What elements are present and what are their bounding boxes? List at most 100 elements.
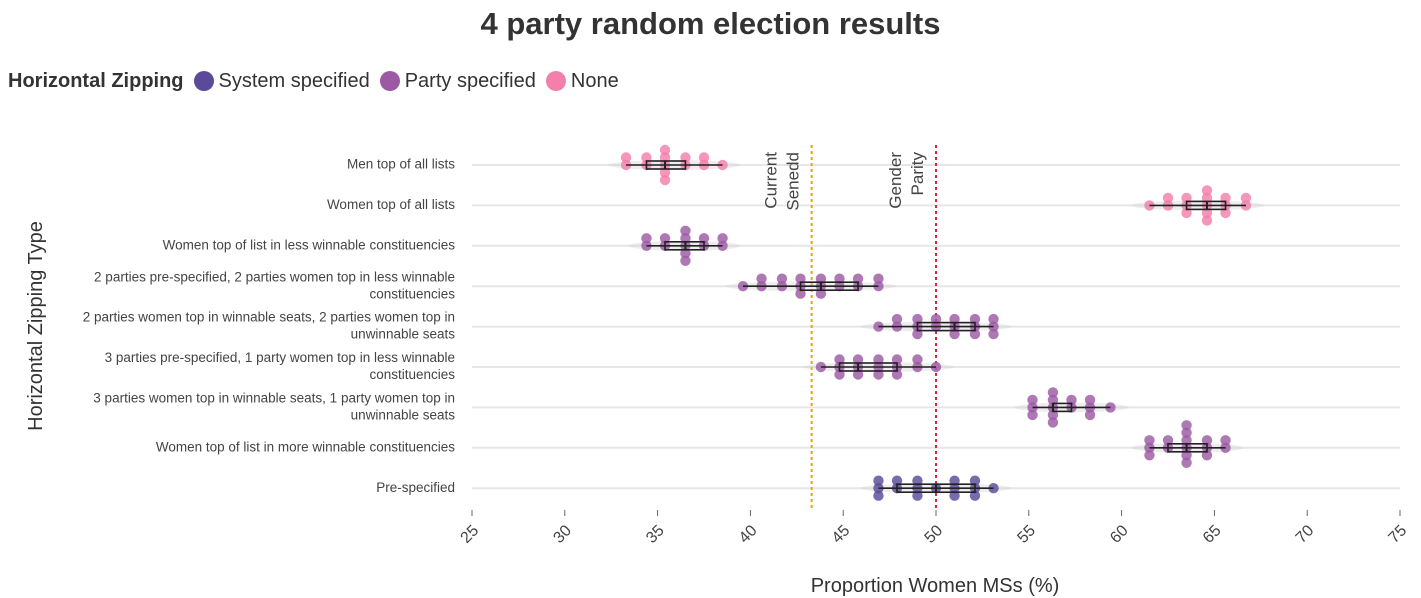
data-point (1181, 457, 1192, 468)
data-point (1144, 435, 1155, 446)
legend-item-none: None (545, 69, 619, 93)
data-point (852, 273, 864, 284)
data-point (930, 313, 942, 325)
data-point (949, 490, 960, 501)
data-point (1240, 200, 1252, 211)
legend-swatch-party-specified (379, 71, 400, 91)
data-point (1181, 207, 1192, 219)
legend: Horizontal Zipping System specified Part… (8, 68, 629, 94)
y-tick-label: Women top of all lists (327, 197, 455, 212)
y-tick-label: constituencies (369, 367, 455, 382)
data-point (1084, 394, 1096, 406)
data-point (659, 144, 671, 156)
data-point (912, 475, 923, 486)
data-point (659, 233, 671, 244)
data-point (1220, 435, 1231, 446)
data-point (949, 328, 960, 340)
x-axis-title: Proportion Women MSs (%) (811, 575, 1060, 597)
data-point (852, 354, 864, 365)
data-point (680, 225, 691, 236)
reference-line-label: Current (762, 152, 781, 209)
data-point (1240, 192, 1252, 204)
data-point (1047, 394, 1059, 406)
data-point (1201, 435, 1213, 446)
y-tick-label: Women top of list in more winnable const… (156, 439, 455, 454)
data-point (912, 490, 923, 501)
data-point (1047, 387, 1059, 398)
data-point (1220, 192, 1231, 204)
legend-title: Horizontal Zipping (8, 69, 184, 92)
data-point (1047, 417, 1059, 428)
data-point (680, 152, 691, 163)
chart-title: 4 party random election results (480, 6, 941, 41)
data-point (834, 369, 845, 380)
x-tick-label: 60 (1107, 522, 1132, 547)
x-tick-label: 55 (1014, 522, 1039, 547)
data-point (795, 273, 806, 284)
data-point (698, 152, 710, 163)
data-point (1027, 394, 1038, 406)
data-point (949, 313, 960, 325)
data-point (1066, 394, 1077, 406)
data-point (1144, 450, 1155, 461)
data-point (969, 490, 981, 501)
data-point (659, 167, 671, 178)
data-point (815, 288, 827, 299)
data-point (1181, 420, 1192, 431)
legend-item-party-specified: Party specified (379, 70, 536, 93)
x-tick-label: 25 (458, 522, 483, 547)
data-point (852, 369, 864, 380)
data-point (949, 475, 960, 486)
x-tick-label: 65 (1200, 522, 1225, 547)
x-tick-label: 50 (922, 522, 947, 547)
data-point (891, 354, 903, 365)
data-point (969, 313, 981, 325)
y-tick-label: Pre-specified (376, 480, 455, 495)
data-point (680, 233, 691, 244)
data-point (641, 152, 652, 163)
data-point (1027, 409, 1038, 421)
data-point (815, 273, 827, 284)
y-tick-label: Women top of list in less winnable const… (163, 237, 456, 252)
y-tick-label: unwinnable seats (351, 327, 456, 342)
data-point (1181, 427, 1192, 438)
data-point (756, 273, 767, 284)
reference-line-label: Gender (886, 152, 905, 209)
reference-line-label: Senedd (784, 152, 803, 211)
data-point (620, 152, 632, 163)
data-point (1162, 435, 1174, 446)
data-point (680, 248, 691, 259)
data-point (1105, 402, 1116, 413)
data-point (873, 475, 884, 486)
data-point (1181, 192, 1192, 204)
data-point (717, 233, 728, 244)
data-point (834, 354, 845, 365)
data-point (912, 354, 923, 365)
data-point (776, 273, 788, 284)
y-axis-title: Horizontal Zipping Type (25, 221, 47, 431)
data-point (1047, 409, 1059, 421)
data-point (891, 313, 903, 325)
legend-label-none: None (570, 69, 619, 92)
y-tick-label: 2 parties women top in winnable seats, 2… (83, 310, 455, 325)
data-point (641, 233, 652, 244)
data-point (1201, 185, 1213, 196)
data-point (834, 273, 845, 284)
y-tick-label: Men top of all lists (347, 157, 455, 172)
box-iqr (838, 362, 898, 372)
x-tick-label: 30 (550, 522, 575, 547)
legend-item-system-specified: System specified (193, 69, 370, 93)
data-point (912, 328, 923, 340)
data-point (1220, 207, 1231, 219)
reference-line-label: Parity (908, 152, 927, 196)
legend-label-system-specified: System specified (218, 69, 370, 92)
data-point (698, 233, 710, 244)
data-point (1201, 192, 1213, 204)
data-point (969, 328, 981, 340)
data-point (680, 255, 691, 266)
data-point (891, 475, 903, 486)
data-point (659, 152, 671, 163)
data-point (988, 328, 999, 340)
data-point (1181, 450, 1192, 461)
